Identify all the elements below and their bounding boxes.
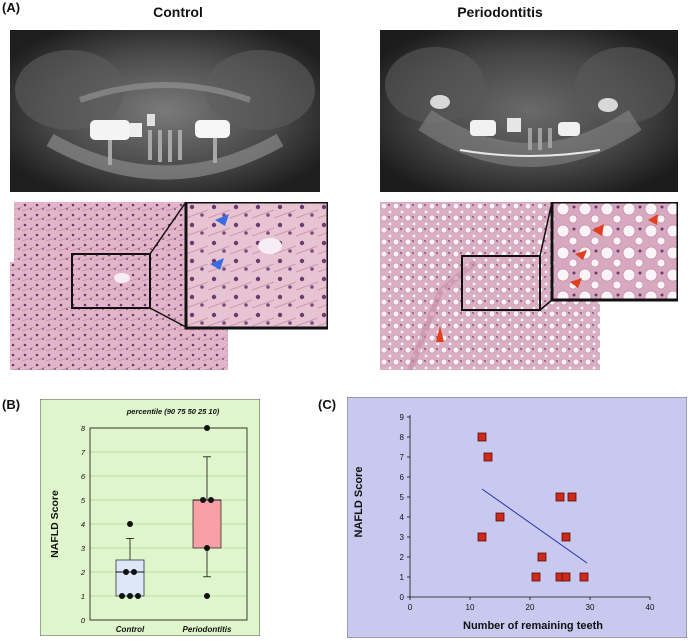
scatter-ylabel: NAFLD Score (353, 467, 365, 538)
boxplot-plot-area (89, 427, 248, 621)
boxplot-point (204, 425, 210, 431)
boxplot-point (200, 497, 206, 503)
boxplot-ylabel: NAFLD Score (49, 490, 61, 558)
boxplot-point (119, 593, 125, 599)
scatter-ytick-label: 1 (400, 573, 405, 582)
periodontitis-title: Periodontitis (457, 4, 543, 20)
scatter-xtick-label: 40 (646, 603, 655, 612)
scatter-xlabel: Number of remaining teeth (463, 620, 603, 632)
periodontitis-histology-image (380, 202, 678, 370)
boxplot-point (204, 545, 210, 551)
boxplot-ytick-label: 6 (81, 472, 86, 481)
scatter-ytick-label: 4 (400, 513, 405, 522)
control-xray-image (10, 30, 320, 192)
boxplot-point (204, 593, 210, 599)
periodontitis-xray-image (380, 30, 678, 192)
scatter-point (567, 492, 577, 502)
scatter-xtick-label: 10 (466, 603, 475, 612)
scatter-ytick-label: 0 (400, 593, 405, 602)
boxplot-point (208, 497, 214, 503)
scatter-xtick-label: 30 (586, 603, 595, 612)
boxplot-box (115, 559, 145, 597)
boxplot-ytick-label: 3 (81, 544, 86, 553)
boxplot-ytick-label: 2 (80, 568, 86, 577)
scatter-ytick-label: 9 (400, 413, 405, 422)
scatter-point (579, 572, 589, 582)
scatter-ytick-label: 8 (400, 433, 405, 442)
boxplot-point (123, 569, 129, 575)
panel-c-label: (C) (318, 397, 337, 412)
boxplot-point (127, 593, 133, 599)
scatter-ytick-label: 5 (400, 493, 405, 502)
scatter-xtick-label: 0 (408, 603, 413, 612)
boxplot-ytick-label: 7 (81, 448, 86, 457)
scatter-xtick-label: 20 (526, 603, 535, 612)
boxplot-ytick-label: 1 (81, 592, 85, 601)
boxplot-ytick-label: 8 (81, 424, 86, 433)
scatter-ytick-label: 3 (400, 533, 405, 542)
scatter-ytick-label: 2 (400, 553, 405, 562)
scatter-point (561, 572, 571, 582)
boxplot-title: percentile (90 75 50 25 10) (126, 407, 220, 416)
boxplot-ytick-label: 0 (81, 616, 86, 625)
scatter-point (537, 552, 547, 562)
boxplot-chart: percentile (90 75 50 25 10) 0 1 2 3 4 5 6 7 8 Co… (40, 399, 260, 636)
boxplot-ytick-label: 4 (81, 520, 85, 529)
scatter-point (477, 432, 487, 442)
boxplot-point (135, 593, 141, 599)
scatter-point (531, 572, 541, 582)
control-title: Control (153, 4, 203, 20)
scatter-trend-line (481, 488, 588, 564)
boxplot-box (192, 499, 222, 549)
scatter-point (555, 492, 565, 502)
boxplot-category-label: Control (116, 625, 145, 634)
scatter-point (561, 532, 571, 542)
boxplot-background (40, 399, 260, 636)
scatter-point (483, 452, 493, 462)
boxplot-point (131, 569, 137, 575)
scatter-background (347, 397, 687, 638)
panel-a-label: (A) (2, 0, 21, 15)
boxplot-category-label: Periodontitis (183, 625, 232, 634)
scatter-ytick-label: 7 (400, 453, 405, 462)
panel-b-label: (B) (2, 397, 21, 412)
scatter-point (495, 512, 505, 522)
scatter-ytick-label: 6 (400, 473, 405, 482)
scatter-point (477, 532, 487, 542)
boxplot-ytick-label: 5 (81, 496, 86, 505)
control-histology-image (10, 202, 328, 370)
boxplot-point (127, 521, 133, 527)
scatter-chart: 0 1 2 3 4 5 6 7 8 9 0 10 20 30 40 Number of remaining… (347, 397, 687, 638)
